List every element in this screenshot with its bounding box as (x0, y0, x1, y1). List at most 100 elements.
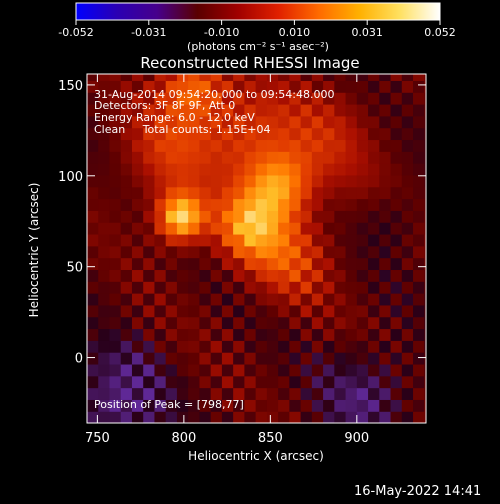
heatmap-cell (87, 340, 99, 353)
heatmap-cell (87, 174, 99, 188)
heatmap-cell (413, 115, 425, 129)
heatmap-cell (87, 186, 99, 200)
heatmap-cell (289, 198, 302, 211)
heatmap-cell (390, 103, 403, 117)
heatmap-cell (300, 245, 313, 259)
heatmap-cell (289, 210, 302, 223)
heatmap-cell (334, 399, 347, 412)
heatmap-cell (176, 233, 189, 247)
heatmap-cell (120, 80, 133, 93)
heatmap-cell (334, 163, 347, 176)
heatmap-cell (368, 198, 380, 211)
heatmap-cell (289, 92, 302, 105)
heatmap-cell (311, 174, 324, 188)
heatmap-cell (165, 375, 178, 389)
colorbar-tick-label: -0.010 (204, 26, 239, 39)
heatmap-cell (120, 186, 133, 200)
heatmap-cell (210, 411, 223, 423)
heatmap-cell (368, 233, 380, 247)
heatmap-cell (233, 352, 245, 365)
heatmap-cell (210, 115, 223, 129)
heatmap-cell (278, 257, 290, 271)
heatmap-cell (266, 198, 279, 211)
heatmap-cell (401, 352, 414, 365)
heatmap-cell (143, 352, 156, 365)
heatmap-cell (109, 151, 122, 164)
heatmap-cell (323, 281, 335, 294)
heatmap-cell (289, 363, 302, 377)
heatmap-cell (221, 304, 234, 318)
heatmap-cell (356, 74, 369, 81)
heatmap-cell (345, 304, 358, 318)
y-tick-label: 0 (75, 352, 83, 367)
heatmap-cell (379, 411, 392, 423)
heatmap-cell (120, 92, 133, 105)
heatmap-cell (379, 222, 392, 235)
heatmap-cell (221, 363, 234, 377)
heatmap-cell (233, 245, 245, 259)
heatmap-cell (345, 210, 358, 223)
heatmap-cell (120, 387, 133, 400)
heatmap-cell (233, 375, 245, 389)
heatmap-cell (165, 103, 178, 117)
heatmap-cell (210, 186, 223, 200)
heatmap-cell (289, 375, 302, 389)
heatmap-cell (188, 92, 201, 105)
heatmap-cell (233, 222, 245, 235)
heatmap-cell (120, 151, 133, 164)
heatmap-cell (390, 233, 403, 247)
heatmap-cell (424, 245, 426, 259)
heatmap-cell (323, 304, 335, 318)
heatmap-cell (413, 245, 425, 259)
heatmap-cell (390, 304, 403, 318)
heatmap-cell (323, 363, 335, 377)
heatmap-cell (390, 269, 403, 282)
heatmap-cell (356, 174, 369, 188)
heatmap-cell (210, 316, 223, 330)
heatmap-cell (334, 80, 347, 93)
heatmap-cell (165, 269, 178, 282)
heatmap-cell (390, 363, 403, 377)
heatmap-cell (165, 411, 178, 423)
heatmap-cell (154, 411, 167, 423)
heatmap-cell (221, 127, 234, 141)
heatmap-cell (334, 328, 347, 341)
heatmap-cell (176, 115, 189, 129)
heatmap-cell (289, 127, 302, 141)
heatmap-cell (311, 74, 324, 81)
heatmap-cell (255, 293, 268, 306)
heatmap-cell (176, 352, 189, 365)
heatmap-cell (120, 411, 133, 423)
heatmap-cell (210, 139, 223, 152)
heatmap-cell (266, 328, 279, 341)
heatmap-cell (165, 328, 178, 341)
heatmap-cell (401, 80, 414, 93)
heatmap-cell (176, 375, 189, 389)
heatmap-cell (334, 340, 347, 353)
heatmap-cell (379, 115, 392, 129)
heatmap-cell (424, 103, 426, 117)
heatmap-cell (165, 92, 178, 105)
heatmap-cell (413, 399, 425, 412)
heatmap-cell (368, 375, 380, 389)
heatmap-cell (176, 293, 189, 306)
heatmap-cell (87, 411, 99, 423)
heatmap-cell (188, 316, 201, 330)
heatmap-cell (165, 163, 178, 176)
heatmap-cell (109, 80, 122, 93)
heatmap-cell (300, 269, 313, 282)
heatmap-cell (154, 198, 167, 211)
heatmap-cell (109, 269, 122, 282)
heatmap-cell (424, 127, 426, 141)
heatmap-cell (289, 399, 302, 412)
heatmap-cell (255, 363, 268, 377)
heatmap-cell (323, 293, 335, 306)
heatmap-cell (334, 74, 347, 81)
heatmap-cell (210, 198, 223, 211)
heatmap-cell (210, 387, 223, 400)
heatmap-cell (87, 245, 99, 259)
heatmap-cell (109, 363, 122, 377)
heatmap-cell (379, 352, 392, 365)
heatmap-cell (244, 293, 257, 306)
heatmap-cell (368, 281, 380, 294)
